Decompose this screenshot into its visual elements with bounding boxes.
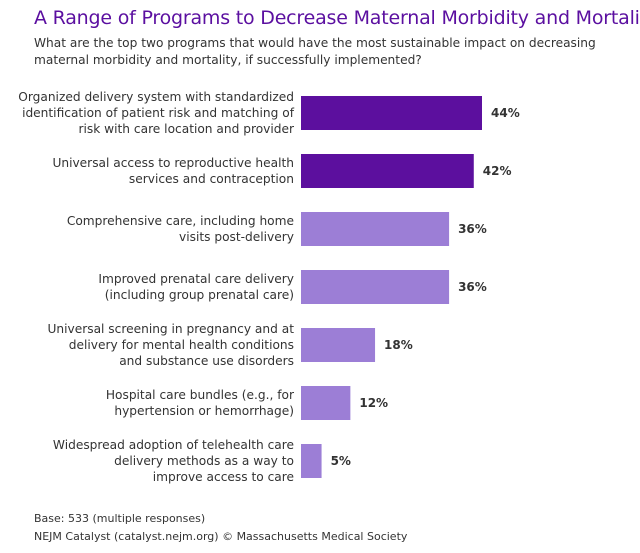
category-label-1: Organized delivery system with standardi… — [18, 90, 295, 136]
chart-subtitle: What are the top two programs that would… — [34, 36, 596, 67]
bar-3 — [301, 212, 450, 246]
category-label-3: Comprehensive care, including home visits… — [67, 214, 294, 244]
bar-1 — [301, 96, 482, 130]
category-label-line: hypertension or hemorrhage) — [114, 404, 294, 418]
bar-5 — [301, 328, 376, 362]
category-label-line: Organized delivery system with standardi… — [18, 90, 294, 104]
bar-6 — [301, 386, 351, 420]
bar-7 — [301, 444, 322, 478]
category-label-line: Universal screening in pregnancy and at — [47, 322, 294, 336]
value-label-7: 5% — [331, 454, 351, 468]
bar-4 — [301, 270, 450, 304]
category-label-5: Universal screening in pregnancy and at d… — [47, 322, 294, 368]
value-label-4: 36% — [458, 280, 487, 294]
value-label-6: 12% — [359, 396, 388, 410]
category-label-line: delivery methods as a way to — [114, 454, 294, 468]
category-label-line: (including group prenatal care) — [105, 288, 294, 302]
category-label-line: Widespread adoption of telehealth care — [53, 438, 294, 452]
category-label-4: Improved prenatal care delivery (includin… — [98, 272, 294, 302]
value-label-5: 18% — [384, 338, 413, 352]
category-label-line: Comprehensive care, including home — [67, 214, 294, 228]
category-label-6: Hospital care bundles (e.g., for hyperten… — [106, 388, 295, 418]
bar-2 — [301, 154, 474, 188]
category-label-line: Hospital care bundles (e.g., for — [106, 388, 295, 402]
category-label-line: Universal access to reproductive health — [52, 156, 294, 170]
category-label-line: identification of patient risk and match… — [22, 106, 295, 120]
category-label-line: visits post-delivery — [179, 230, 294, 244]
category-label-line: delivery for mental health conditions — [69, 338, 294, 352]
value-label-2: 42% — [483, 164, 512, 178]
bar-chart: 44% Organized delivery system with standa… — [18, 90, 520, 484]
category-label-2: Universal access to reproductive health s… — [52, 156, 294, 186]
value-label-1: 44% — [491, 106, 520, 120]
category-label-line: services and contraception — [129, 172, 294, 186]
category-label-line: Improved prenatal care delivery — [98, 272, 294, 286]
category-label-line: improve access to care — [153, 470, 294, 484]
source-credit: NEJM Catalyst (catalyst.nejm.org) © Mass… — [34, 530, 408, 543]
category-label-line: and substance use disorders — [119, 354, 294, 368]
chart-title: A Range of Programs to Decrease Maternal… — [34, 7, 640, 29]
category-label-7: Widespread adoption of telehealth care de… — [53, 438, 294, 484]
base-note: Base: 533 (multiple responses) — [34, 512, 206, 525]
value-label-3: 36% — [458, 222, 487, 236]
category-label-line: risk with care location and provider — [78, 122, 294, 136]
